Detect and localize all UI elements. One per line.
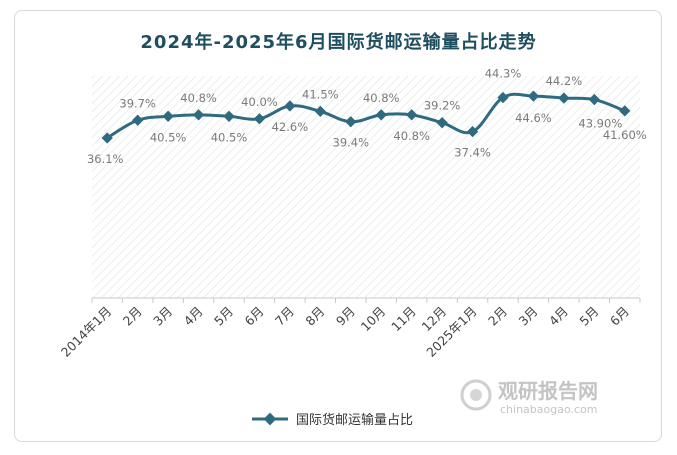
data-label: 37.4% <box>454 146 491 160</box>
x-tick-label: 4月 <box>546 304 571 329</box>
data-label: 40.8% <box>180 91 217 105</box>
data-label: 42.6% <box>272 120 309 134</box>
data-label: 40.5% <box>211 130 248 144</box>
watermark-text: 观研报告网 <box>498 379 598 403</box>
x-tick-label: 3月 <box>515 304 540 329</box>
data-label: 41.60% <box>603 128 647 142</box>
data-label: 40.0% <box>241 95 278 109</box>
x-tick-label: 3月 <box>150 304 175 329</box>
x-tick-label: 6月 <box>241 304 266 329</box>
data-label: 41.5% <box>302 87 339 101</box>
legend: 国际货邮运输量占比 <box>250 409 413 428</box>
plot-area <box>92 76 640 298</box>
data-label: 44.2% <box>546 74 583 88</box>
data-label: 40.5% <box>150 130 187 144</box>
data-label: 39.2% <box>424 99 461 113</box>
watermark-logo: 观研报告网 chinabaogao.com <box>460 379 598 416</box>
x-tick-label: 4月 <box>181 304 206 329</box>
data-label: 39.4% <box>333 136 370 150</box>
watermark-sub: chinabaogao.com <box>500 403 598 416</box>
x-tick-label: 8月 <box>302 304 327 329</box>
x-tick-label: 11月 <box>388 304 419 335</box>
legend-marker <box>252 412 288 425</box>
chart-title: 2024年-2025年6月国际货邮运输量占比走势 <box>140 32 537 53</box>
x-tick-label: 7月 <box>272 304 297 329</box>
x-tick-label: 5月 <box>576 304 601 329</box>
x-tick-label: 2月 <box>120 304 145 329</box>
data-label: 44.3% <box>485 67 522 81</box>
data-label: 39.7% <box>119 96 156 110</box>
legend-label: 国际货邮运输量占比 <box>296 413 414 428</box>
data-label: 40.8% <box>363 91 400 105</box>
data-label: 44.6% <box>515 111 552 125</box>
data-label: 43.90% <box>578 117 622 131</box>
data-label: 36.1% <box>87 152 124 166</box>
x-tick-label: 9月 <box>333 304 358 329</box>
x-tick-label: 5月 <box>211 304 236 329</box>
x-tick-label: 2014年1月 <box>58 304 114 360</box>
x-tick-label: 6月 <box>607 304 632 329</box>
x-tick-label: 10月 <box>358 304 389 335</box>
data-label: 40.8% <box>393 129 430 143</box>
x-tick-label: 2月 <box>485 304 510 329</box>
